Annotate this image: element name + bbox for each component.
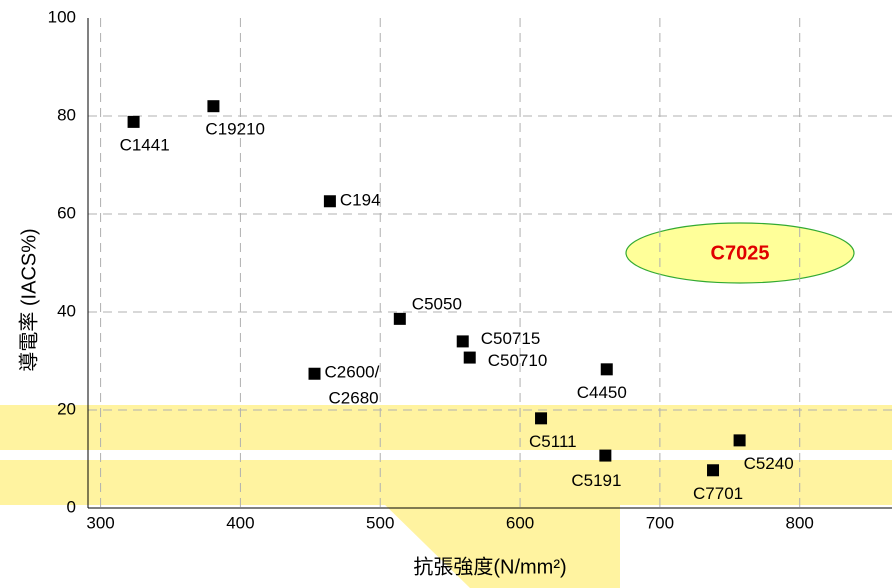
point-label: C194 [340,191,381,210]
y-tick-label: 80 [57,105,76,124]
point [599,449,612,462]
point [308,367,321,380]
point [733,434,746,447]
watermark [0,405,892,588]
y-tick-label: 40 [57,301,76,320]
x-tick-label: 400 [226,513,254,532]
y-tick-label: 20 [57,399,76,418]
point-label: C50710 [488,351,548,370]
annotation: C7025 [711,242,770,264]
point-label: C5240 [744,454,794,473]
point [323,195,336,208]
point-label: C19210 [205,120,265,139]
point-label: C1441 [120,135,170,154]
point [463,351,476,364]
x-tick-label: 300 [86,513,114,532]
point-label: C2600/C2680 [325,363,380,408]
point-label: C5191 [571,471,621,490]
point [393,312,406,325]
y-tick-label: 100 [48,7,76,26]
x-tick-label: 700 [646,513,674,532]
point [127,115,140,128]
point-label: C5050 [412,294,462,313]
point-label: C7701 [693,484,743,503]
annotation-ellipse [625,222,855,284]
point [456,335,469,348]
y-axis-label: 導電率 (IACS%) [17,228,40,371]
point-label: C5111 [529,432,577,451]
x-tick-label: 600 [506,513,534,532]
point [207,100,220,113]
point-label: C4450 [577,383,627,402]
x-axis-label: 抗張強度(N/mm²) [413,555,566,578]
point [707,464,720,477]
x-tick-label: 500 [366,513,394,532]
y-tick-label: 60 [57,203,76,222]
y-tick-label: 0 [67,497,76,516]
x-tick-label: 800 [786,513,814,532]
point-label: C50715 [481,329,541,348]
point [600,363,613,376]
point [535,412,548,425]
